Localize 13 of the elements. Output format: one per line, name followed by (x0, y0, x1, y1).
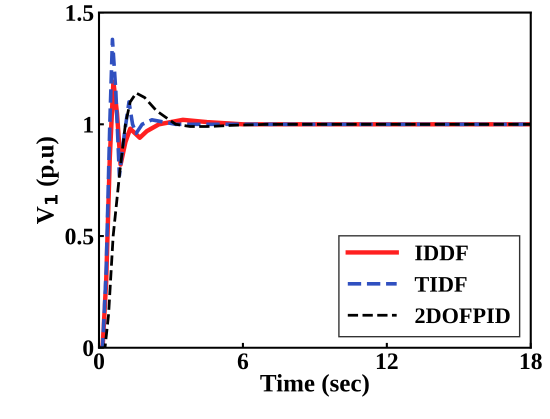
x-tick-label: 18 (520, 353, 542, 370)
x-tick-label: 6 (238, 353, 248, 370)
y-tick-label: 1 (84, 116, 93, 132)
legend-label: 2DOFPID (415, 308, 510, 324)
y-tick-label: 0.5 (66, 228, 94, 245)
legend-label: IDDF (415, 246, 468, 260)
x-tick-label: 12 (376, 353, 398, 370)
x-axis-title: Time (sec) (260, 374, 369, 397)
x-tick-label: 0 (94, 353, 104, 370)
y-axis-title: V$_{1}$ (p.u) (36, 137, 59, 224)
legend-label: TIDF (414, 277, 466, 292)
y-tick-label: 1.5 (66, 5, 94, 22)
y-tick-label: 0 (83, 340, 94, 356)
